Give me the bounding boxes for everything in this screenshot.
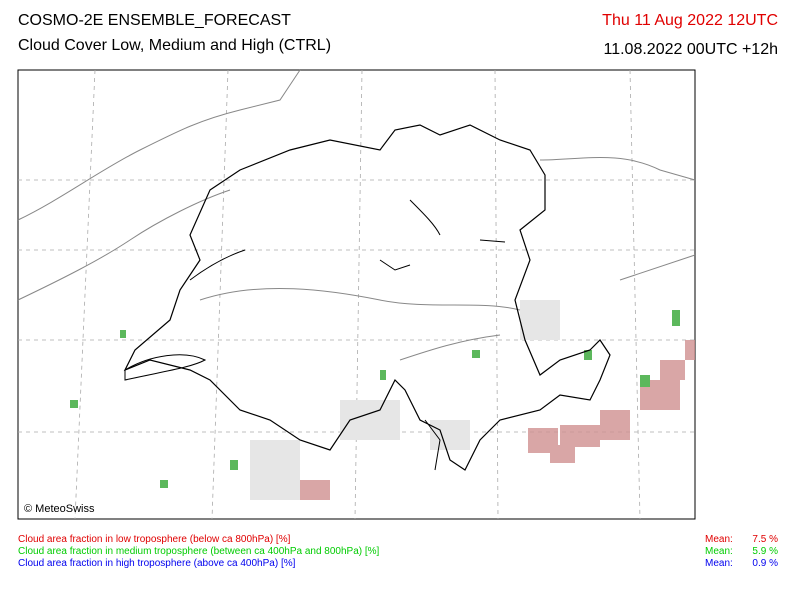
- valid-time: Thu 11 Aug 2022 12UTC: [602, 12, 778, 29]
- copyright: © MeteoSwiss: [24, 503, 95, 515]
- legend-label: Cloud area fraction in medium tropospher…: [18, 546, 380, 557]
- mean-value: 5.9 %: [752, 546, 778, 557]
- country-border: [123, 124, 611, 471]
- borders: [17, 69, 696, 361]
- thin-cloud: [250, 300, 560, 500]
- mean-label: Mean:: [705, 546, 733, 557]
- low-cloud: [300, 340, 695, 500]
- run-time: 11.08.2022 00UTC +12h: [603, 41, 779, 58]
- map-frame: [17, 69, 696, 520]
- mean-label: Mean:: [705, 534, 733, 545]
- subtitle: Cloud Cover Low, Medium and High (CTRL): [18, 37, 332, 54]
- medium-cloud: [70, 310, 680, 488]
- mean-value: 0.9 %: [752, 558, 778, 569]
- mean-label: Mean:: [705, 558, 733, 569]
- mean-value: 7.5 %: [752, 534, 778, 545]
- lakes: [124, 199, 506, 471]
- legend-label: Cloud area fraction in high troposphere …: [18, 558, 296, 569]
- title: COSMO-2E ENSEMBLE_FORECAST: [18, 12, 291, 29]
- legend-label: Cloud area fraction in low troposphere (…: [18, 534, 291, 545]
